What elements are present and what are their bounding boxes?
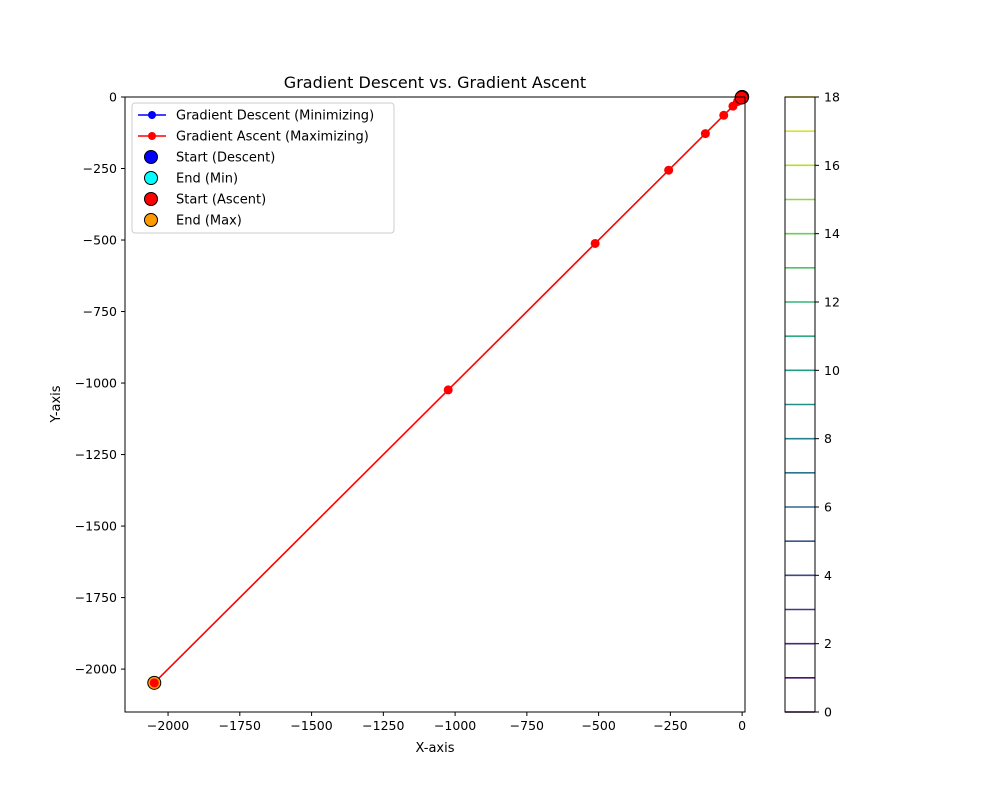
x-tick-label: −1000 <box>434 718 476 733</box>
x-tick-label: −1750 <box>219 718 261 733</box>
legend-marker <box>148 132 156 140</box>
colorbar-tick-label: 18 <box>824 90 840 105</box>
legend-marker <box>144 171 158 185</box>
x-tick-label: −250 <box>653 718 687 733</box>
legend-marker <box>144 192 158 206</box>
data-point <box>719 110 729 120</box>
legend: Gradient Descent (Minimizing) Gradient As… <box>131 102 395 234</box>
colorbar-tick-label: 0 <box>824 705 832 720</box>
y-tick-label: −1500 <box>75 519 117 534</box>
y-tick-label: −2000 <box>75 662 117 677</box>
x-tick-label: −2000 <box>147 718 189 733</box>
legend-label: Start (Descent) <box>176 151 275 166</box>
colorbar-tick-label: 14 <box>824 226 840 241</box>
legend-marker <box>148 111 156 119</box>
y-tick-label: −750 <box>83 304 117 319</box>
legend-label: Gradient Descent (Minimizing) <box>176 109 374 124</box>
legend-marker <box>144 150 158 164</box>
chart-title: Gradient Descent vs. Gradient Ascent <box>284 73 586 92</box>
colorbar-tick-label: 16 <box>824 158 840 173</box>
legend-label: End (Max) <box>176 214 242 229</box>
x-axis-label: X-axis <box>416 741 455 756</box>
y-axis-label: Y-axis <box>49 385 64 423</box>
data-point <box>443 385 453 395</box>
y-tick-label: −500 <box>83 233 117 248</box>
plot-frame <box>124 96 746 713</box>
legend-marker <box>144 213 158 227</box>
colorbar-tick-label: 8 <box>824 431 832 446</box>
data-point <box>664 165 674 175</box>
data-point <box>590 238 600 248</box>
legend-label: End (Min) <box>176 172 238 187</box>
data-point <box>700 129 710 139</box>
colorbar-frame <box>784 96 816 713</box>
special-point <box>734 90 749 105</box>
colorbar-tick-label: 4 <box>824 568 832 583</box>
y-tick-label: −1250 <box>75 447 117 462</box>
x-tick-label: −500 <box>581 718 615 733</box>
legend-label: Gradient Ascent (Maximizing) <box>176 130 369 145</box>
x-tick-label: −1500 <box>290 718 332 733</box>
colorbar: 0 2 4 6 8 10 12 14 16 18 <box>784 90 840 720</box>
data-point <box>149 678 159 688</box>
y-tick-label: −1000 <box>75 376 117 391</box>
y-tick-label: −1750 <box>75 590 117 605</box>
colorbar-tick-label: 6 <box>824 500 832 515</box>
legend-box <box>131 102 395 234</box>
x-axis: −2000 −1750 −1500 −1250 −1000 −750 −500 −250 0 <box>147 712 746 733</box>
y-tick-label: 0 <box>109 90 117 105</box>
legend-label: Start (Ascent) <box>176 193 266 208</box>
colorbar-tick-label: 10 <box>824 363 840 378</box>
colorbar-tick-label: 2 <box>824 636 832 651</box>
x-tick-label: −1250 <box>362 718 404 733</box>
colorbar-tick-label: 12 <box>824 295 840 310</box>
x-tick-label: 0 <box>738 718 746 733</box>
data-point <box>728 101 738 111</box>
x-tick-label: −750 <box>510 718 544 733</box>
y-tick-label: −250 <box>83 161 117 176</box>
y-axis: −2000 −1750 −1500 −1250 −1000 −750 −500 −250 0 <box>75 90 125 677</box>
